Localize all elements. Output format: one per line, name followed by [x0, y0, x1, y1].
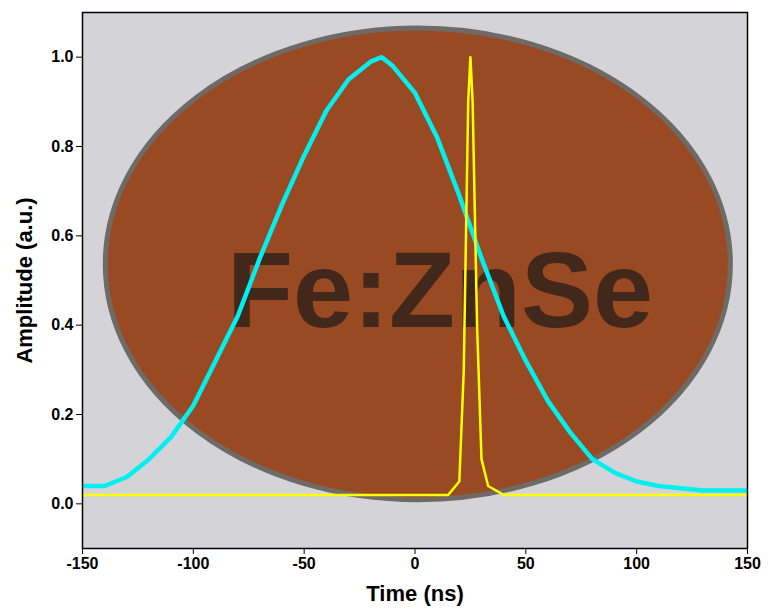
- svg-text:Fe:ZnSe: Fe:ZnSe: [227, 229, 653, 350]
- svg-text:-150: -150: [66, 555, 98, 572]
- svg-text:0.8: 0.8: [51, 138, 73, 155]
- svg-text:100: 100: [623, 555, 650, 572]
- svg-text:0: 0: [411, 555, 420, 572]
- svg-text:-50: -50: [293, 555, 316, 572]
- svg-text:0.4: 0.4: [51, 316, 73, 333]
- svg-text:1.0: 1.0: [51, 48, 73, 65]
- svg-text:0.0: 0.0: [51, 495, 73, 512]
- svg-text:50: 50: [517, 555, 535, 572]
- svg-text:Time (ns): Time (ns): [366, 581, 463, 606]
- svg-text:0.2: 0.2: [51, 406, 73, 423]
- svg-text:-100: -100: [177, 555, 209, 572]
- svg-text:Amplitude (a.u.): Amplitude (a.u.): [12, 197, 37, 363]
- svg-text:0.6: 0.6: [51, 227, 73, 244]
- svg-text:150: 150: [734, 555, 761, 572]
